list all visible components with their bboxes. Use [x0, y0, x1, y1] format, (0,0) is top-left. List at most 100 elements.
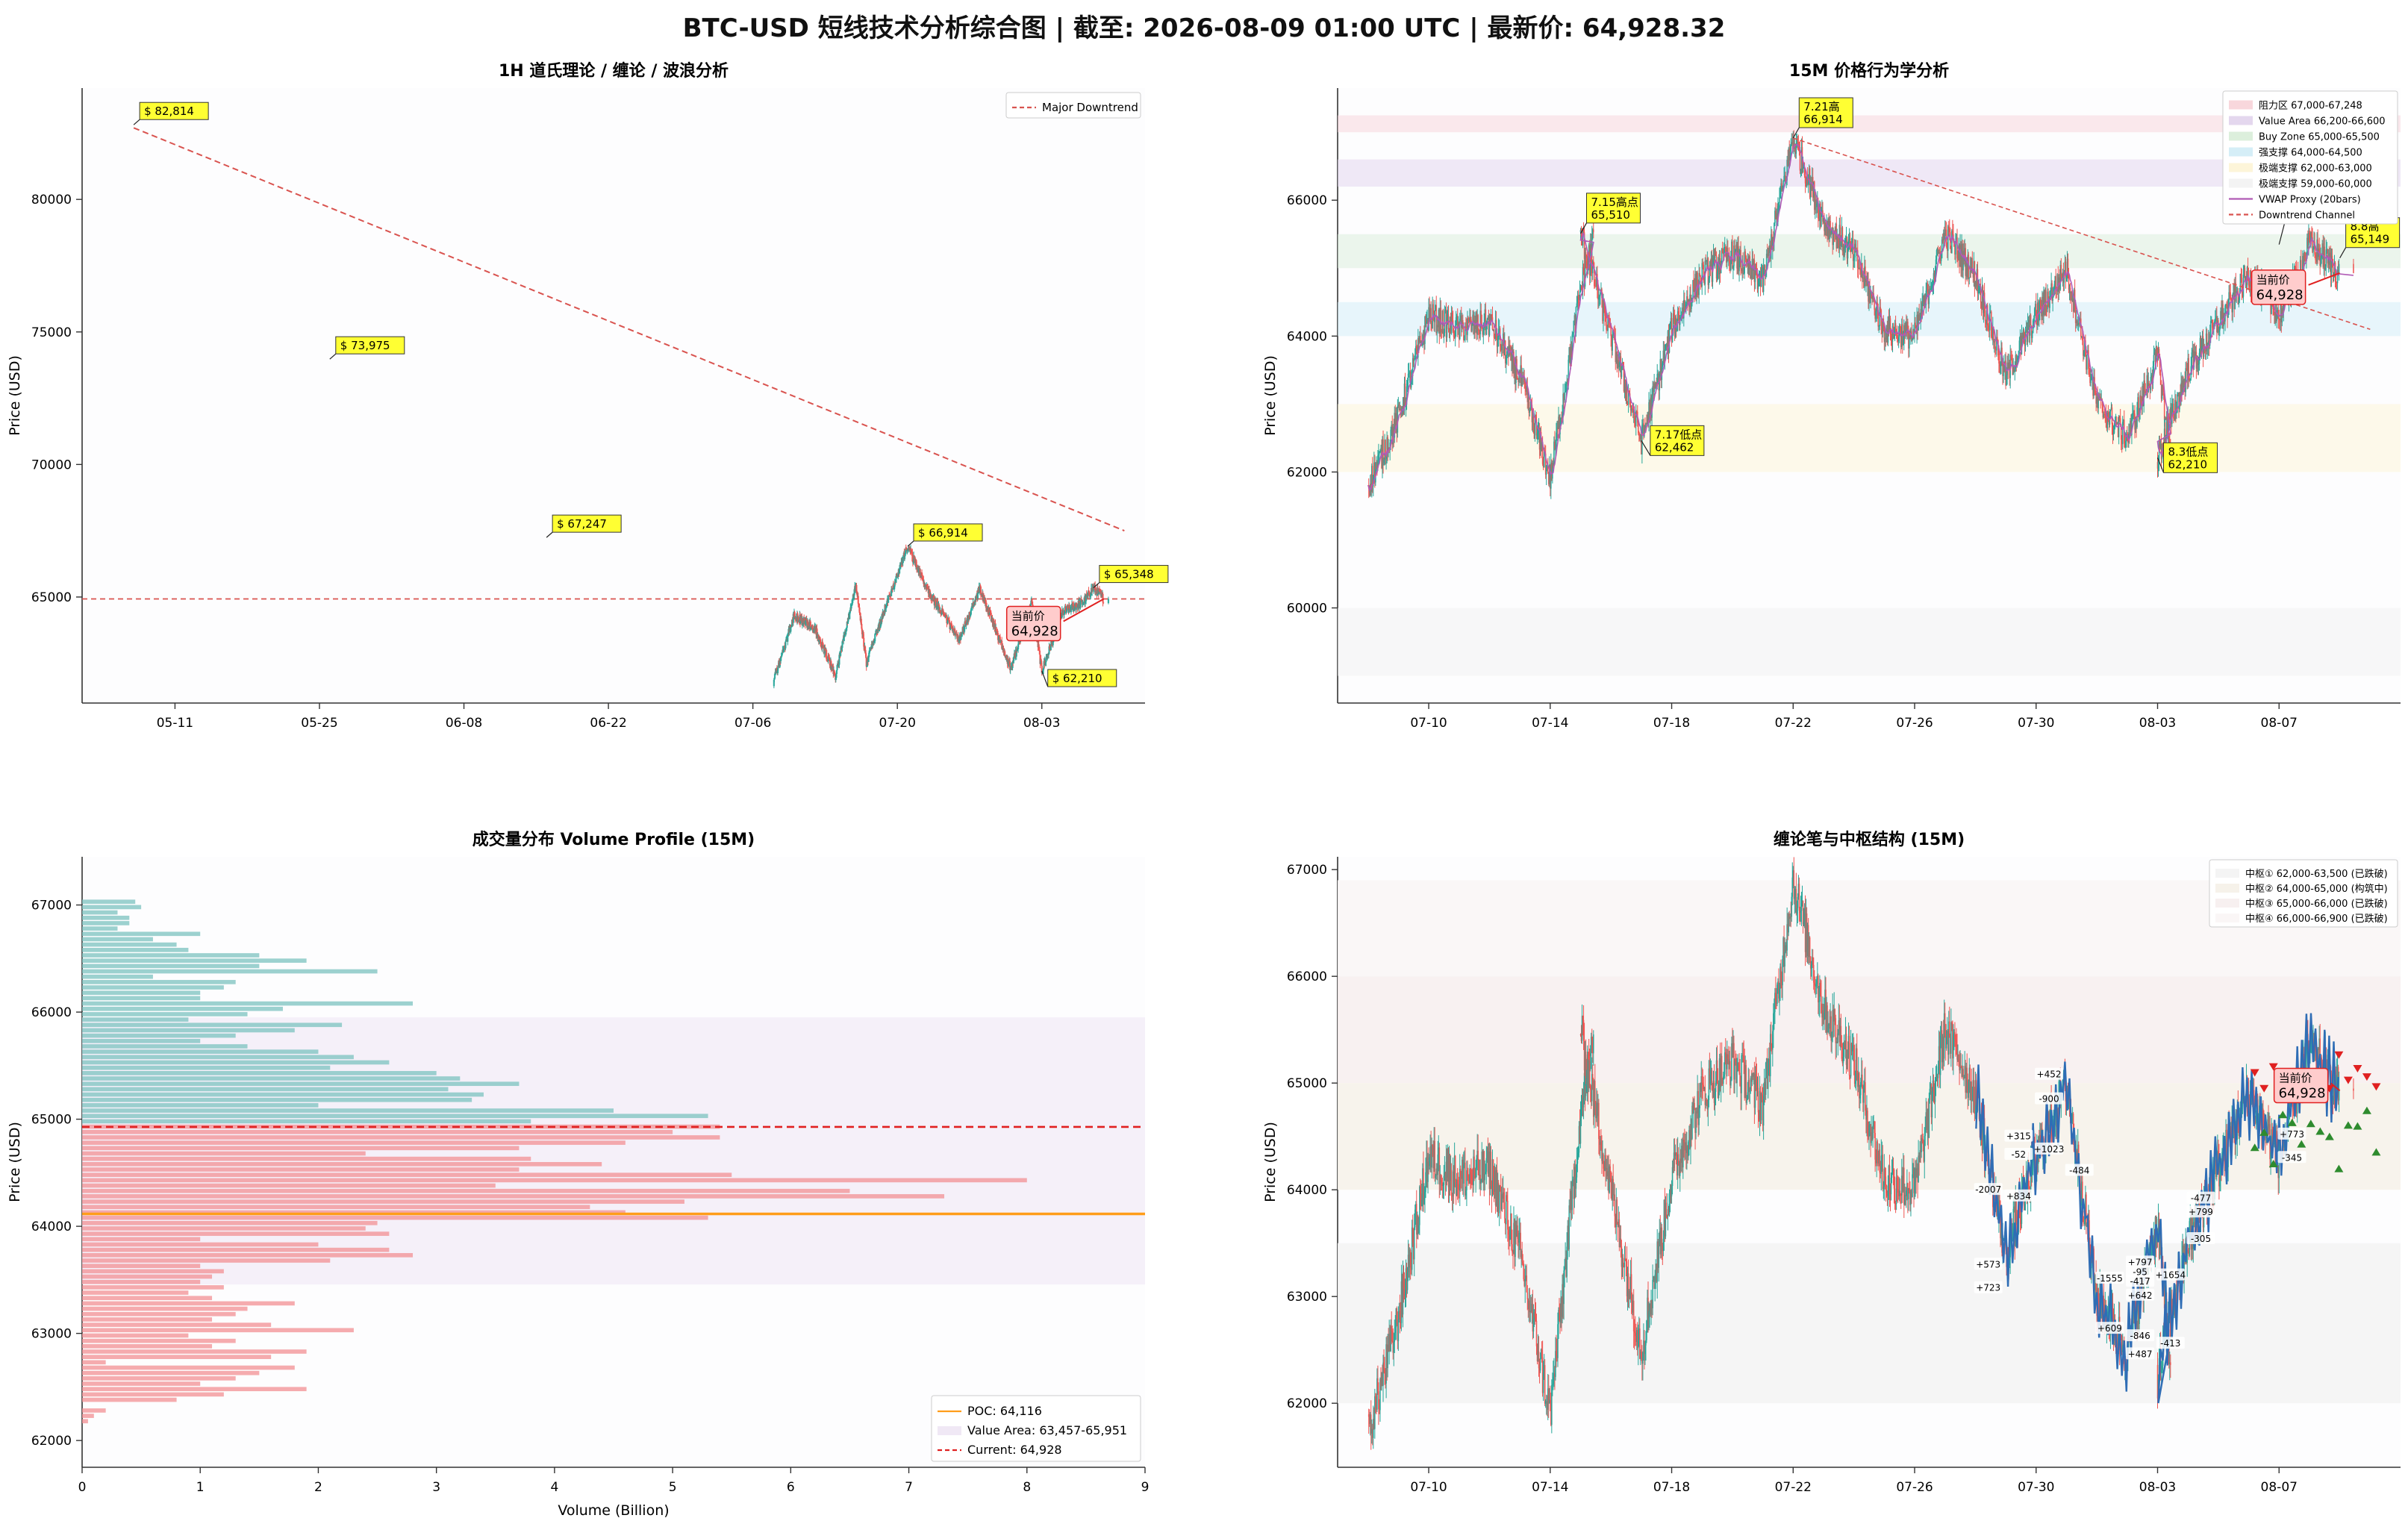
- candle-body: [1932, 284, 1934, 286]
- candle-body: [1509, 345, 1511, 346]
- candle-body: [1473, 314, 1474, 334]
- candle-body: [2211, 320, 2213, 328]
- candle-body: [1581, 287, 1583, 293]
- candle-body: [1075, 605, 1077, 610]
- candle-body: [1806, 177, 1809, 184]
- candle-body: [1460, 1176, 1462, 1179]
- candle-body: [1993, 327, 1994, 343]
- candle-body: [957, 639, 960, 641]
- candle-body: [1718, 263, 1720, 275]
- candle-body: [1477, 315, 1479, 330]
- volume-bar: [82, 1087, 449, 1092]
- candle-body: [1823, 218, 1824, 222]
- candle-body: [2003, 363, 2005, 371]
- candle-body: [2107, 412, 2109, 422]
- candle-body: [1717, 263, 1719, 272]
- candle-body: [802, 623, 805, 625]
- annotation-arrow: [329, 353, 337, 360]
- annotation-label: 8.3低点: [2168, 445, 2209, 458]
- candle-body: [833, 670, 835, 674]
- candle-body: [1739, 250, 1741, 260]
- candle-body: [1412, 357, 1414, 376]
- candle-body: [1815, 199, 1817, 207]
- candle-body: [936, 600, 938, 608]
- volume-bar: [82, 990, 201, 996]
- candle-body: [1942, 233, 1944, 240]
- candle-body: [2171, 407, 2172, 424]
- candle-body: [2175, 400, 2177, 413]
- candle-body: [922, 577, 924, 580]
- candle-body: [1702, 263, 1704, 265]
- candle-body: [1536, 433, 1538, 436]
- candle-body: [893, 586, 896, 588]
- volume-bar: [82, 1408, 106, 1413]
- candle-body: [2168, 436, 2170, 440]
- candle-body: [1712, 263, 1714, 282]
- candle-body: [1463, 1164, 1465, 1184]
- volume-bar: [82, 1215, 708, 1220]
- candle-body: [2143, 380, 2145, 407]
- candle-body: [1462, 1159, 1464, 1184]
- candle-body: [1629, 405, 1632, 411]
- candle-body: [791, 619, 793, 622]
- candle-body: [2127, 439, 2129, 443]
- candle-body: [925, 584, 927, 586]
- candle-body: [1933, 273, 1935, 284]
- candle-body: [1825, 222, 1827, 228]
- candle-body: [1406, 380, 1409, 387]
- candle-body: [1088, 590, 1091, 596]
- candle-body: [995, 627, 997, 632]
- candle-body: [1370, 1428, 1373, 1434]
- candle-body: [1750, 268, 1753, 279]
- candle-body: [1905, 322, 1906, 334]
- candle-body: [856, 592, 858, 597]
- candle-body: [1424, 316, 1426, 344]
- candle-body: [1393, 1342, 1395, 1353]
- candle-body: [1452, 1171, 1454, 1196]
- candle-body: [862, 632, 864, 638]
- candle-body: [1946, 247, 1948, 252]
- candle-body: [1729, 256, 1730, 264]
- candle-body: [1923, 295, 1925, 307]
- candle-body: [1652, 386, 1653, 396]
- candle-body: [1041, 665, 1043, 673]
- candle-body: [1428, 307, 1429, 331]
- candle-body: [1980, 302, 1983, 308]
- candle-body: [892, 584, 895, 590]
- candle-body: [849, 610, 851, 613]
- volume-bar: [82, 1033, 236, 1038]
- candle-body: [1700, 275, 1701, 284]
- candle-body: [1573, 320, 1575, 333]
- candle-body: [1606, 329, 1608, 331]
- candle-body: [1936, 249, 1938, 260]
- candle-body: [2052, 296, 2053, 302]
- candle-body: [1724, 247, 1727, 255]
- candle-body: [1981, 286, 1983, 308]
- annotation-label: 62,462: [1655, 440, 1694, 454]
- candle-body: [2273, 308, 2274, 316]
- candle-body: [1643, 423, 1644, 437]
- volume-bar: [82, 1162, 602, 1167]
- x-tick-label: 07-18: [1653, 1480, 1690, 1495]
- candle-body: [1511, 1213, 1512, 1245]
- candle-body: [915, 560, 917, 565]
- candle-body: [2003, 363, 2004, 376]
- x-tick-label: 07-06: [734, 716, 771, 731]
- candle-body: [1777, 206, 1779, 222]
- legend-box: [1005, 92, 1141, 119]
- candle-body: [1790, 146, 1792, 152]
- candle-body: [1594, 286, 1596, 287]
- y-tick-label: 65000: [31, 590, 72, 605]
- candle-body: [809, 621, 811, 630]
- candle-body: [2124, 443, 2126, 448]
- candle-body: [1078, 602, 1080, 609]
- candle-body: [2177, 393, 2179, 395]
- candle-body: [1490, 314, 1492, 322]
- candle-body: [2021, 335, 2024, 340]
- candle-body: [1955, 241, 1956, 254]
- candle-body: [1444, 1172, 1447, 1181]
- candle-body: [1070, 604, 1073, 608]
- candle-body: [1676, 323, 1678, 331]
- candle-body: [930, 594, 932, 599]
- candle-body: [1541, 1349, 1543, 1358]
